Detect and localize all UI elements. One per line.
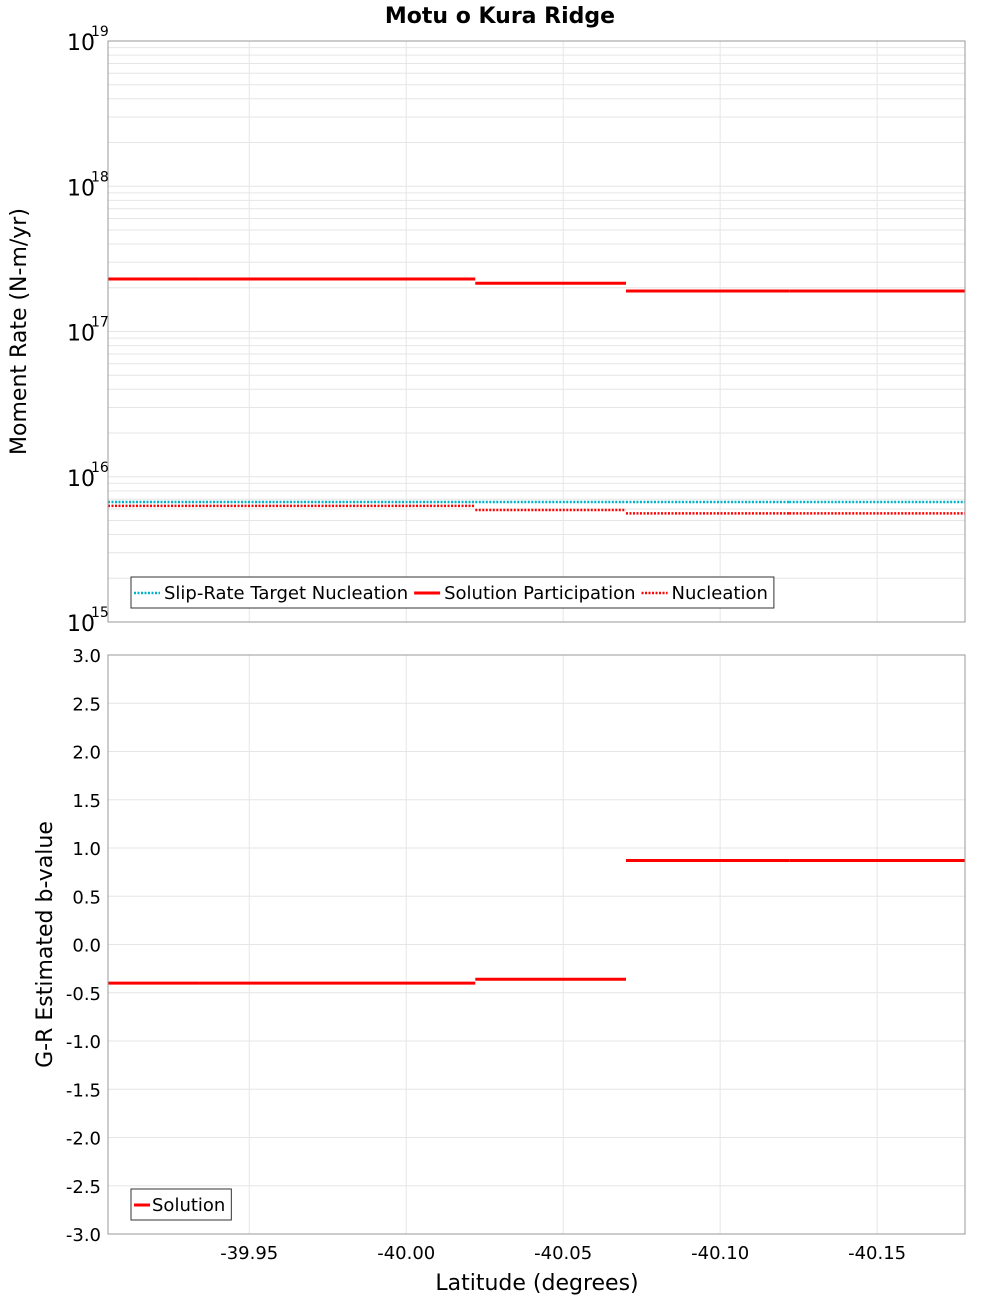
x-tick-label: -40.10 [691,1243,749,1264]
y-tick-exponent: 16 [91,460,109,476]
bottom-legend: Solution [130,1188,232,1221]
y-tick-exponent: 19 [91,24,109,40]
x-ticks: -39.95 -40.00 -40.05 -40.10 -40.15 [220,1243,906,1264]
legend-label: Solution [152,1195,225,1216]
y-tick-label: -0.5 [66,984,101,1005]
y-tick-base: 10 [67,322,95,347]
y-tick-base: 10 [67,31,95,56]
bottom-grid [108,654,965,1235]
bottom-y-ticks: 3.0 2.5 2.0 1.5 1.0 0.5 0.0 -0.5 -1.0 -1.5 -2.0 -2.… [66,646,101,1246]
legend-label: Slip-Rate Target Nucleation [164,583,408,604]
y-tick-label: 2.5 [72,694,101,715]
y-tick-base: 10 [67,467,95,492]
y-tick-label: 3.0 [72,646,101,667]
x-tick-label: -40.05 [534,1243,592,1264]
top-grid [108,41,965,623]
bottom-y-axis-label: G-R Estimated b-value [33,821,58,1068]
y-tick-label: -2.5 [66,1177,101,1198]
top-y-axis-label: Moment Rate (N-m/yr) [7,208,32,455]
y-tick-exponent: 15 [91,605,109,621]
chart-title: Motu o Kura Ridge [385,4,615,29]
legend-label: Solution Participation [444,583,635,604]
top-legend: Slip-Rate Target Nucleation Solution Part… [130,576,775,609]
y-tick-label: 0.5 [72,887,101,908]
x-tick-label: -39.95 [220,1243,278,1264]
y-tick-label: -1.0 [66,1032,101,1053]
y-tick-label: 1.0 [72,839,101,860]
bottom-series [108,859,965,985]
y-tick-label: 0.0 [72,936,101,957]
x-axis-label: Latitude (degrees) [435,1271,638,1296]
b-value-panel: 3.0 2.5 2.0 1.5 1.0 0.5 0.0 -0.5 -1.0 -1.5 -2.0 -2.… [33,646,966,1264]
top-series [108,277,965,515]
top-plot-frame [107,40,966,623]
y-tick-base: 10 [67,612,95,637]
y-tick-base: 10 [67,176,95,201]
y-tick-exponent: 18 [91,169,109,185]
y-tick-label: -2.0 [66,1129,101,1150]
x-tick-label: -40.15 [848,1243,906,1264]
legend-box [130,1188,232,1221]
y-tick-label: 1.5 [72,791,101,812]
bottom-plot-frame [107,654,966,1235]
x-tick-label: -40.00 [377,1243,435,1264]
y-tick-label: -1.5 [66,1080,101,1101]
legend-label: Nucleation [672,583,768,604]
y-tick-label: -3.0 [66,1225,101,1246]
y-tick-exponent: 17 [91,315,109,331]
y-tick-label: 2.0 [72,743,101,764]
